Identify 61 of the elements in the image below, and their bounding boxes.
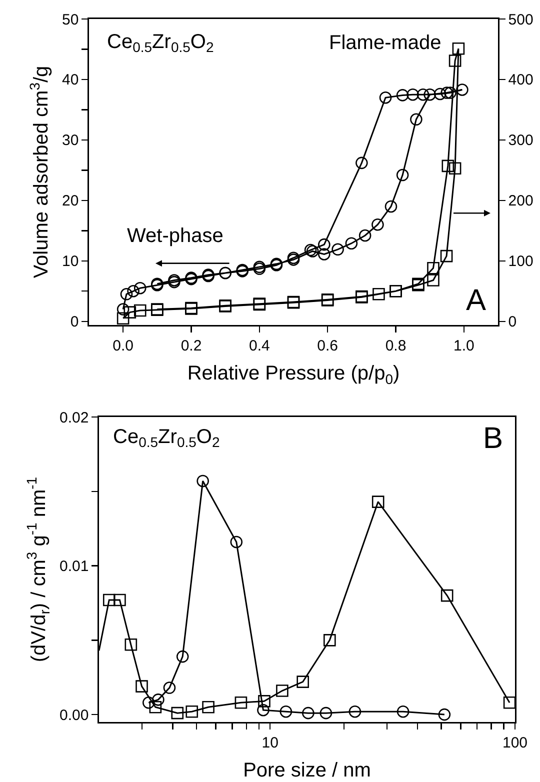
y2-tick-label: 300	[508, 132, 534, 150]
y-tick-label: 0.02	[59, 409, 89, 426]
annotation: B	[483, 422, 504, 455]
point	[406, 88, 419, 101]
point	[427, 262, 440, 274]
point	[358, 229, 372, 242]
point	[396, 168, 409, 182]
point	[318, 238, 330, 251]
point	[448, 162, 462, 175]
point	[452, 42, 465, 55]
point	[356, 156, 368, 170]
point	[372, 288, 385, 300]
point	[440, 250, 453, 262]
point	[396, 89, 409, 102]
point	[427, 274, 440, 286]
point	[134, 282, 146, 294]
x-tick-label: 1.0	[453, 337, 474, 354]
point	[127, 284, 140, 298]
point	[345, 237, 358, 250]
y-tick-label: 50	[62, 11, 79, 28]
y-tick-label: 30	[62, 132, 79, 150]
point	[434, 88, 446, 100]
point	[424, 88, 436, 101]
y2-tick-label: 200	[508, 192, 534, 210]
point	[134, 304, 146, 317]
point	[116, 312, 130, 324]
point	[372, 218, 384, 231]
annotation: Ce$_{0.5}$Zr$_{0.5}$O$_{2}$	[113, 426, 220, 450]
y-tick-label: 0	[70, 314, 79, 331]
y2-tick-label: 500	[508, 11, 534, 28]
x-tick-label: 0.0	[112, 337, 134, 354]
point	[120, 288, 133, 300]
y-tick-label: 0.00	[59, 706, 89, 724]
x-tick-label: 0.6	[317, 337, 338, 354]
x-axis-title: Relative Pressure (p/p$_{0}$)	[187, 362, 400, 387]
point	[410, 113, 422, 126]
point	[448, 54, 462, 67]
point	[318, 248, 330, 260]
y2-tick-label: 400	[508, 72, 534, 89]
point	[379, 91, 392, 104]
point	[124, 306, 136, 318]
x-tick-label: 0.2	[180, 337, 202, 354]
x-tick-label: 0.4	[248, 337, 270, 354]
point	[384, 200, 398, 213]
y2-tick-label: 100	[508, 253, 534, 270]
point	[416, 88, 430, 101]
y-tick-label: 20	[62, 192, 79, 210]
x-axis-title: Pore size / nm	[243, 760, 371, 782]
point	[116, 303, 130, 316]
y-tick-label: 40	[62, 72, 79, 89]
annotation: A	[466, 284, 486, 317]
annotation: Flame-made	[329, 32, 442, 54]
annotation: Wet-phase	[127, 225, 224, 247]
point	[456, 84, 468, 96]
point	[332, 243, 344, 256]
point	[442, 160, 454, 172]
y-tick-label: 10	[62, 253, 79, 270]
annotation: Ce$_{0.5}$Zr$_{0.5}$O$_{2}$	[107, 31, 214, 56]
x-tick-label: 0.8	[385, 337, 406, 354]
y-tick-label: 0.01	[59, 558, 89, 576]
y2-tick-label: 0	[508, 314, 517, 331]
